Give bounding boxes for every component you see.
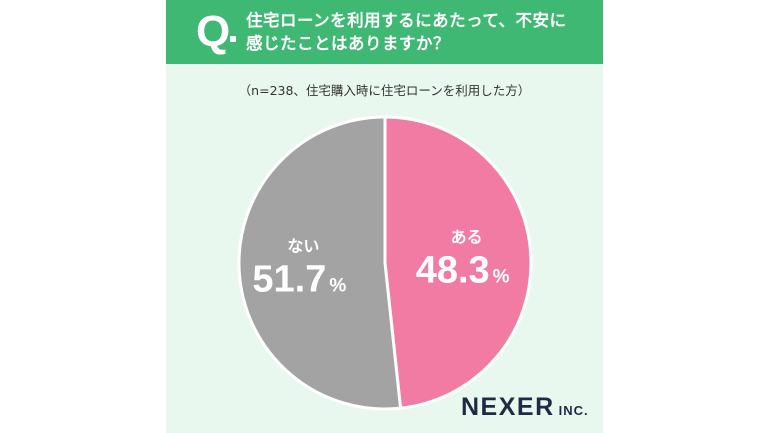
sample-note: （n=238、住宅購入時に住宅ローンを利用した方）	[238, 83, 531, 98]
slice-value-2: 51.7%	[252, 258, 346, 300]
question-header: Q 住宅ローンを利用するにあたって、不安に 感じたことはありますか？	[166, 0, 603, 64]
logo-main-text: NEXER	[461, 393, 555, 421]
pie-slice-1	[383, 115, 533, 410]
question-line-2: 感じたことはありますか？	[246, 34, 450, 53]
logo-sub-text: INC.	[558, 403, 589, 418]
pie-slice-2	[237, 115, 403, 411]
question-text: 住宅ローンを利用するにあたって、不安に 感じたことはありますか？	[246, 9, 596, 55]
question-line-1: 住宅ローンを利用するにあたって、不安に	[246, 11, 567, 30]
nexer-logo: NEXER INC.	[461, 393, 589, 422]
chart-panel: Q 住宅ローンを利用するにあたって、不安に 感じたことはありますか？ （n=23…	[166, 0, 603, 433]
q-label: Q	[196, 7, 231, 56]
slice-value-1: 48.3%	[416, 250, 510, 292]
slice-label-2: ない	[287, 236, 319, 255]
pie-chart: ある 48.3 % ない 51.7%	[237, 115, 533, 411]
q-dot	[230, 36, 236, 42]
slice-label-1: ある	[451, 228, 483, 247]
